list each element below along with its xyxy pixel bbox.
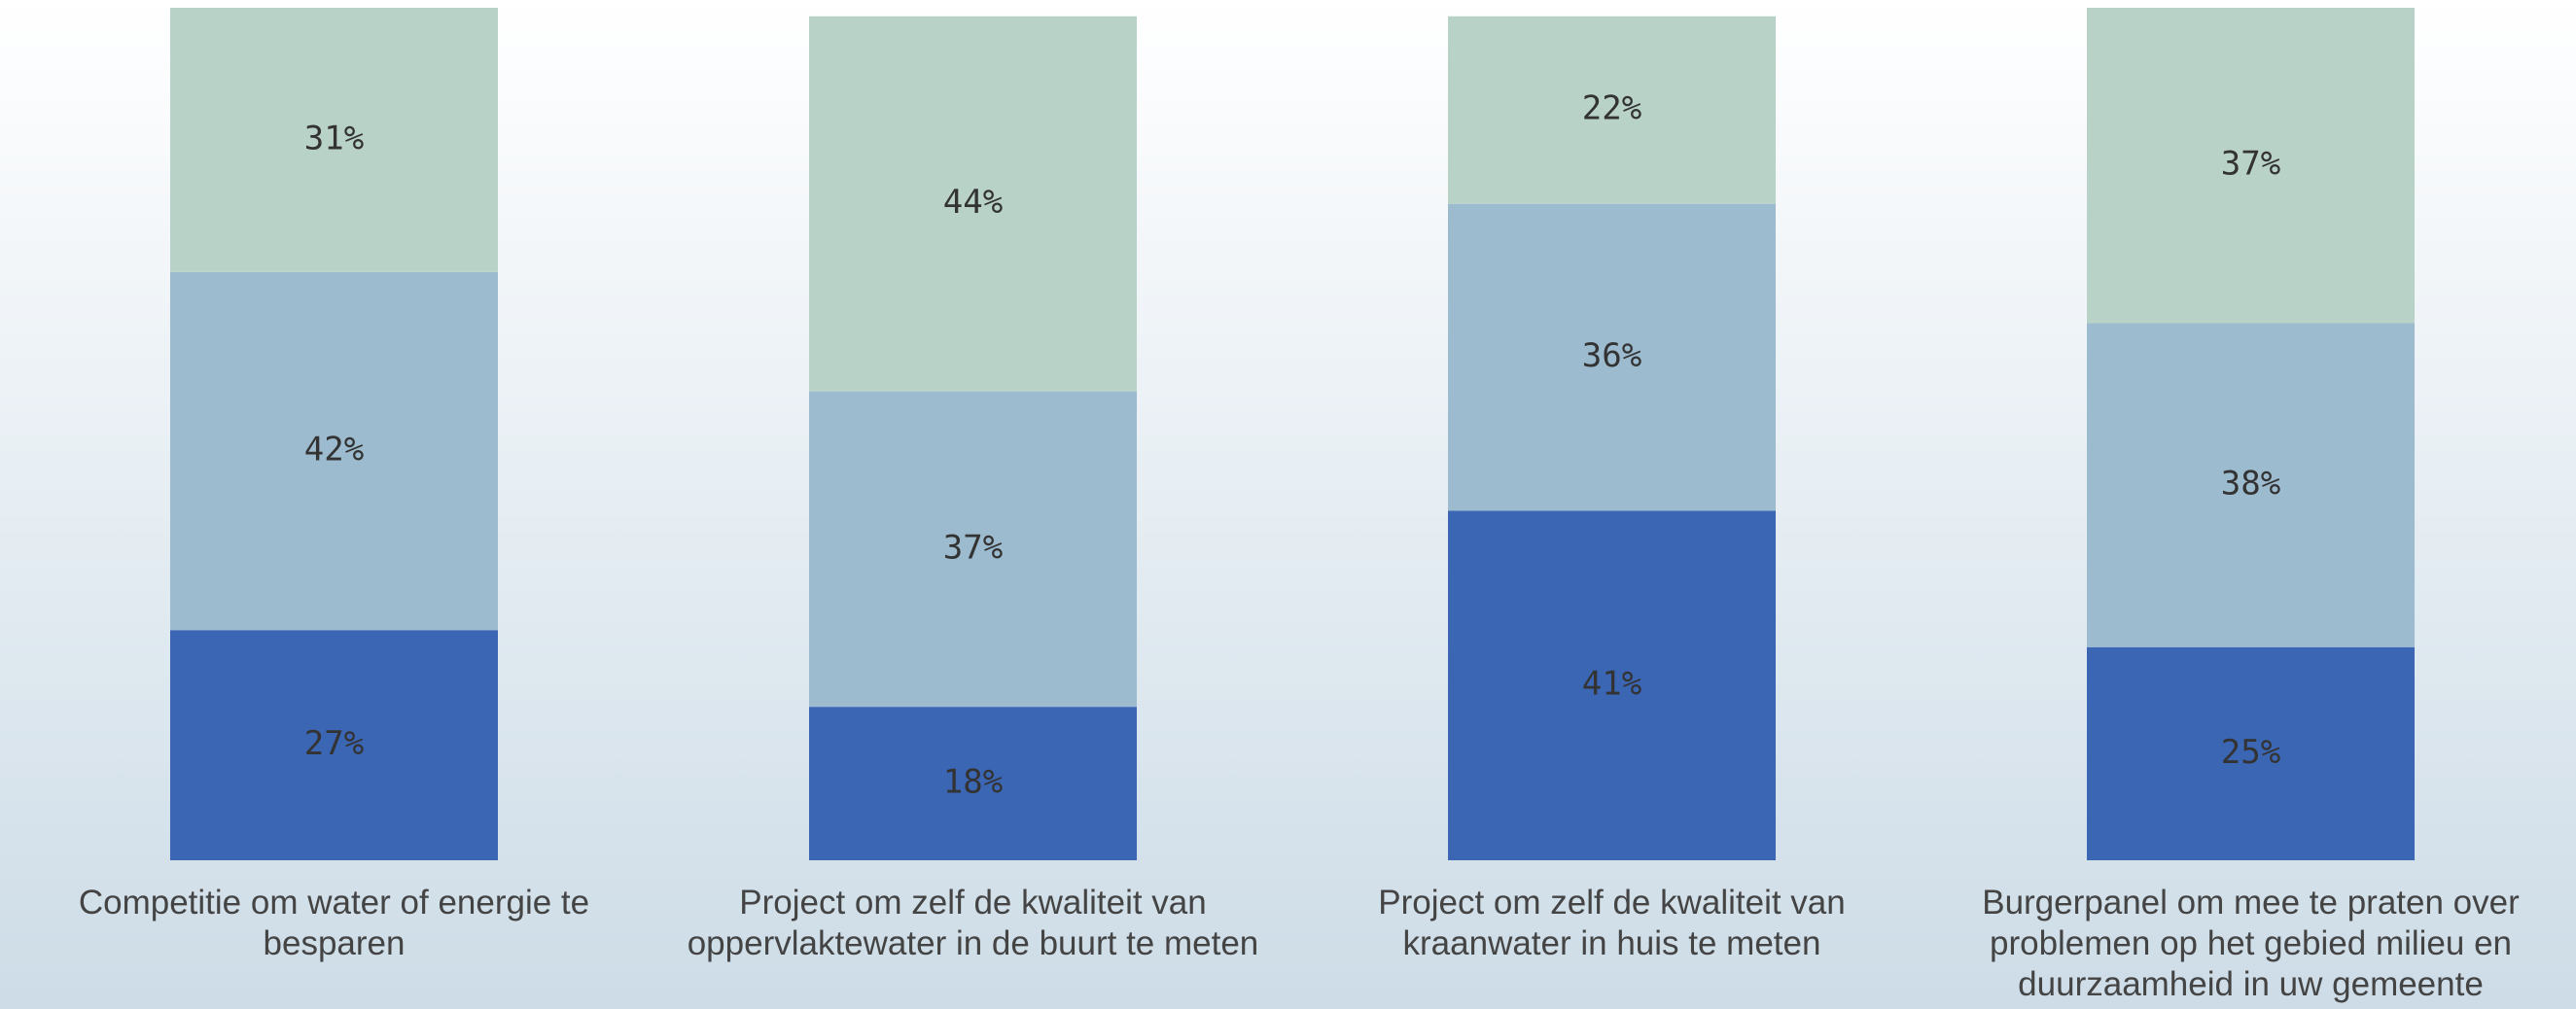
bar-segment bbox=[809, 707, 1137, 860]
bar-segment bbox=[809, 16, 1137, 392]
bar-segment bbox=[170, 630, 498, 860]
category-label: Project om zelf de kwaliteit van oppervl… bbox=[687, 884, 1259, 962]
bar-segment bbox=[809, 391, 1137, 708]
category-label: Competitie om water of energie te bespar… bbox=[78, 884, 590, 962]
bar-segment bbox=[170, 8, 498, 272]
value-label: 22% bbox=[1582, 89, 1641, 128]
value-label: 38% bbox=[2221, 465, 2280, 504]
bar-segment bbox=[2087, 8, 2415, 324]
bar-segment bbox=[2087, 646, 2415, 860]
bar-segment bbox=[1448, 16, 1776, 204]
bar-segment bbox=[2087, 323, 2415, 647]
value-label: 25% bbox=[2221, 733, 2280, 772]
bar-segment bbox=[1448, 510, 1776, 860]
value-label: 31% bbox=[304, 119, 364, 157]
bar-segment bbox=[170, 271, 498, 631]
category-label: Burgerpanel om mee te praten over proble… bbox=[1982, 884, 2520, 1003]
value-label: 41% bbox=[1582, 665, 1641, 704]
bar-segment bbox=[1448, 203, 1776, 511]
value-label: 37% bbox=[943, 528, 1003, 567]
value-label: 36% bbox=[1582, 336, 1641, 375]
value-label: 37% bbox=[2221, 145, 2280, 184]
value-label: 44% bbox=[943, 183, 1003, 222]
category-label: Project om zelf de kwaliteit van kraanwa… bbox=[1378, 884, 1846, 962]
value-label: 27% bbox=[304, 724, 364, 763]
value-label: 18% bbox=[943, 763, 1003, 802]
value-label: 42% bbox=[304, 431, 364, 470]
